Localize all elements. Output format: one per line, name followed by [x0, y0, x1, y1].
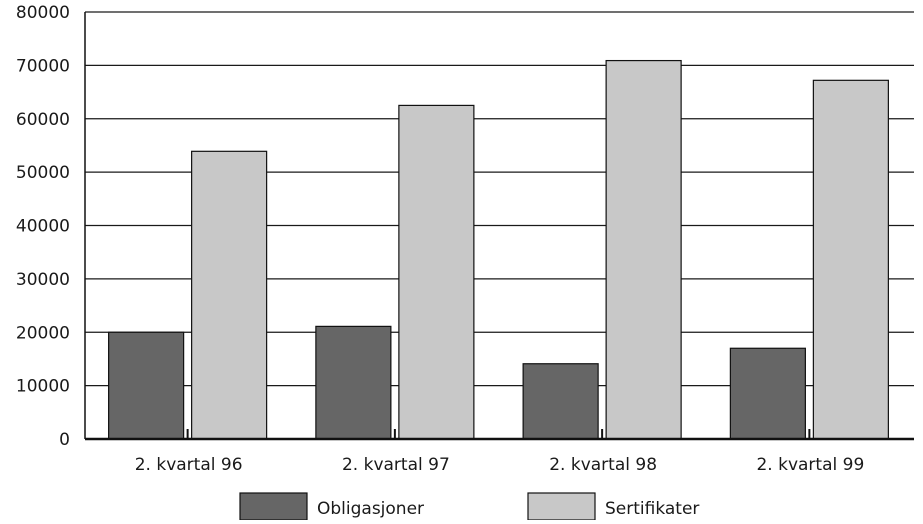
- y-axis-ticks: 0 10000 20000 30000 40000 50000 60000 70000 8000…: [16, 3, 70, 450]
- bar-sertifikater-1: [191, 150, 268, 440]
- legend: Obligasjoner Sertifikater: [239, 492, 699, 521]
- bar-obligasjoner-3: [522, 363, 599, 440]
- y-tick-label: 10000: [16, 377, 70, 397]
- y-tick-label: 20000: [16, 323, 70, 343]
- bar-sertifikater-4: [812, 79, 889, 440]
- x-tick-label: 2. kvartal 99: [756, 455, 864, 475]
- legend-swatch-obligasjoner: [239, 492, 308, 521]
- bar-sertifikater-2: [398, 104, 475, 440]
- x-axis-ticks: 2. kvartal 96 2. kvartal 97 2. kvartal 98 2…: [135, 455, 865, 475]
- legend-swatch-sertifikater: [527, 492, 596, 521]
- legend-label: Sertifikater: [605, 499, 699, 519]
- axes: [84, 12, 914, 441]
- y-tick-label: 50000: [16, 163, 70, 183]
- y-tick-label: 70000: [16, 56, 70, 76]
- bar-obligasjoner-2: [315, 325, 392, 440]
- y-tick-label: 80000: [16, 3, 70, 23]
- y-tick-label: 30000: [16, 270, 70, 290]
- bars: [108, 59, 889, 440]
- x-tick-label: 2. kvartal 97: [342, 455, 450, 475]
- y-tick-label: 60000: [16, 110, 70, 130]
- y-tick-label: 0: [59, 430, 70, 450]
- y-tick-label: 40000: [16, 217, 70, 237]
- x-tick-label: 2. kvartal 96: [135, 455, 243, 475]
- legend-label: Obligasjoner: [317, 499, 424, 519]
- bar-obligasjoner-4: [729, 347, 806, 440]
- x-tick-label: 2. kvartal 98: [549, 455, 657, 475]
- bar-sertifikater-3: [605, 59, 682, 440]
- bar-obligasjoner-1: [108, 331, 185, 440]
